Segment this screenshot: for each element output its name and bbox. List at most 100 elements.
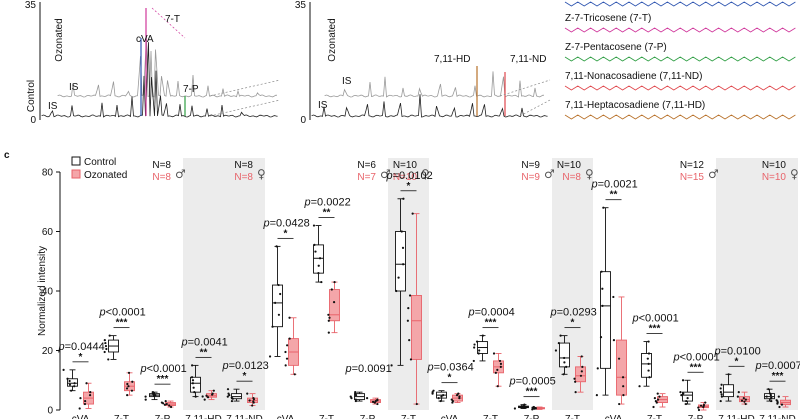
sig-stars: *** (772, 371, 784, 382)
data-point (230, 399, 234, 403)
data-point (151, 391, 155, 394)
data-point (406, 319, 409, 322)
n-label-ozonated: N=8 (562, 172, 581, 183)
data-point (293, 373, 296, 376)
box-control (472, 334, 488, 363)
chrom-ymax-label: 35 (25, 0, 37, 11)
data-point (720, 393, 723, 396)
panel-label-c: c (4, 150, 10, 161)
data-point (573, 377, 576, 380)
p-value-label: p=0.0444 (58, 341, 105, 353)
data-point (144, 395, 147, 398)
data-point (285, 357, 289, 360)
data-point (437, 397, 440, 400)
box (313, 244, 324, 274)
data-point (727, 373, 730, 376)
sig-stars: *** (526, 387, 538, 398)
compound-structure (564, 56, 796, 62)
data-point (457, 392, 460, 395)
p-value-label: p=0.0005 (509, 376, 556, 388)
data-point (314, 250, 317, 253)
data-point (719, 399, 722, 403)
data-point (737, 391, 740, 394)
data-point (131, 380, 134, 383)
data-point (193, 391, 196, 394)
data-point (333, 280, 336, 284)
offset-guide (209, 79, 281, 97)
data-point (557, 341, 560, 345)
data-point (654, 399, 657, 403)
sex-symbol: ♀ (421, 167, 430, 181)
sig-stars: ** (200, 347, 208, 358)
box-control (679, 379, 693, 406)
data-point (775, 399, 778, 402)
data-point (450, 398, 453, 401)
data-point (127, 385, 130, 388)
x-tick-label: cVA (72, 414, 90, 419)
x-tick-label: cVA (441, 414, 459, 419)
data-point (103, 338, 106, 342)
data-point (376, 398, 379, 401)
data-point (574, 391, 577, 394)
n-label-control: N=10 (393, 160, 418, 171)
data-point (252, 400, 255, 403)
data-point (408, 338, 411, 342)
y-tick-label: 20 (42, 346, 54, 357)
compound-structure (564, 85, 796, 91)
data-point (699, 404, 703, 407)
data-point (169, 405, 173, 409)
sex-symbol: ♀ (257, 167, 266, 181)
n-label-control: N=8 (234, 160, 253, 171)
data-point (777, 395, 780, 398)
compound-structure (564, 27, 796, 33)
x-tick-label: 7,11-HD (718, 414, 755, 419)
box-ozonated (406, 212, 422, 406)
p-value-label: p=0.0041 (181, 336, 228, 348)
data-point (496, 368, 499, 371)
box-control (268, 245, 283, 358)
box-control (312, 224, 324, 284)
data-point (499, 365, 502, 368)
data-point (682, 392, 685, 395)
data-point (492, 352, 496, 355)
box-control (144, 391, 160, 401)
n-label-control: N=9 (521, 160, 540, 171)
sig-stars: * (571, 318, 575, 329)
data-point (251, 404, 254, 407)
data-point (451, 399, 455, 403)
data-point (227, 392, 230, 395)
data-point (409, 358, 413, 361)
data-point (770, 399, 773, 403)
data-point (638, 385, 641, 388)
legend-label-control: Control (84, 157, 116, 168)
data-point (68, 379, 71, 383)
data-point (523, 403, 526, 406)
data-point (288, 316, 291, 319)
data-point (704, 401, 707, 404)
data-point (165, 402, 168, 406)
box-control (595, 206, 611, 397)
data-point (103, 350, 106, 354)
data-point (274, 301, 277, 304)
y-tick-label: 0 (47, 406, 53, 417)
data-point (563, 356, 566, 360)
data-point (681, 379, 685, 382)
data-point (532, 405, 535, 409)
data-point (769, 392, 772, 395)
data-point (599, 336, 603, 339)
peak-label-is: IS (342, 76, 352, 87)
data-point (73, 382, 76, 385)
data-point (736, 395, 739, 398)
data-point (163, 403, 166, 406)
compound-name: 7,11-Heptacosadiene (7,11-HD) (565, 100, 705, 111)
cva-structure (564, 1, 796, 7)
data-point (328, 316, 331, 319)
data-point (744, 398, 747, 401)
box (411, 295, 422, 360)
data-point (317, 264, 320, 267)
p-value-label: p=0.0004 (468, 307, 515, 319)
data-point (496, 385, 499, 388)
data-point (191, 382, 195, 385)
box (67, 378, 78, 387)
data-point (523, 405, 527, 408)
